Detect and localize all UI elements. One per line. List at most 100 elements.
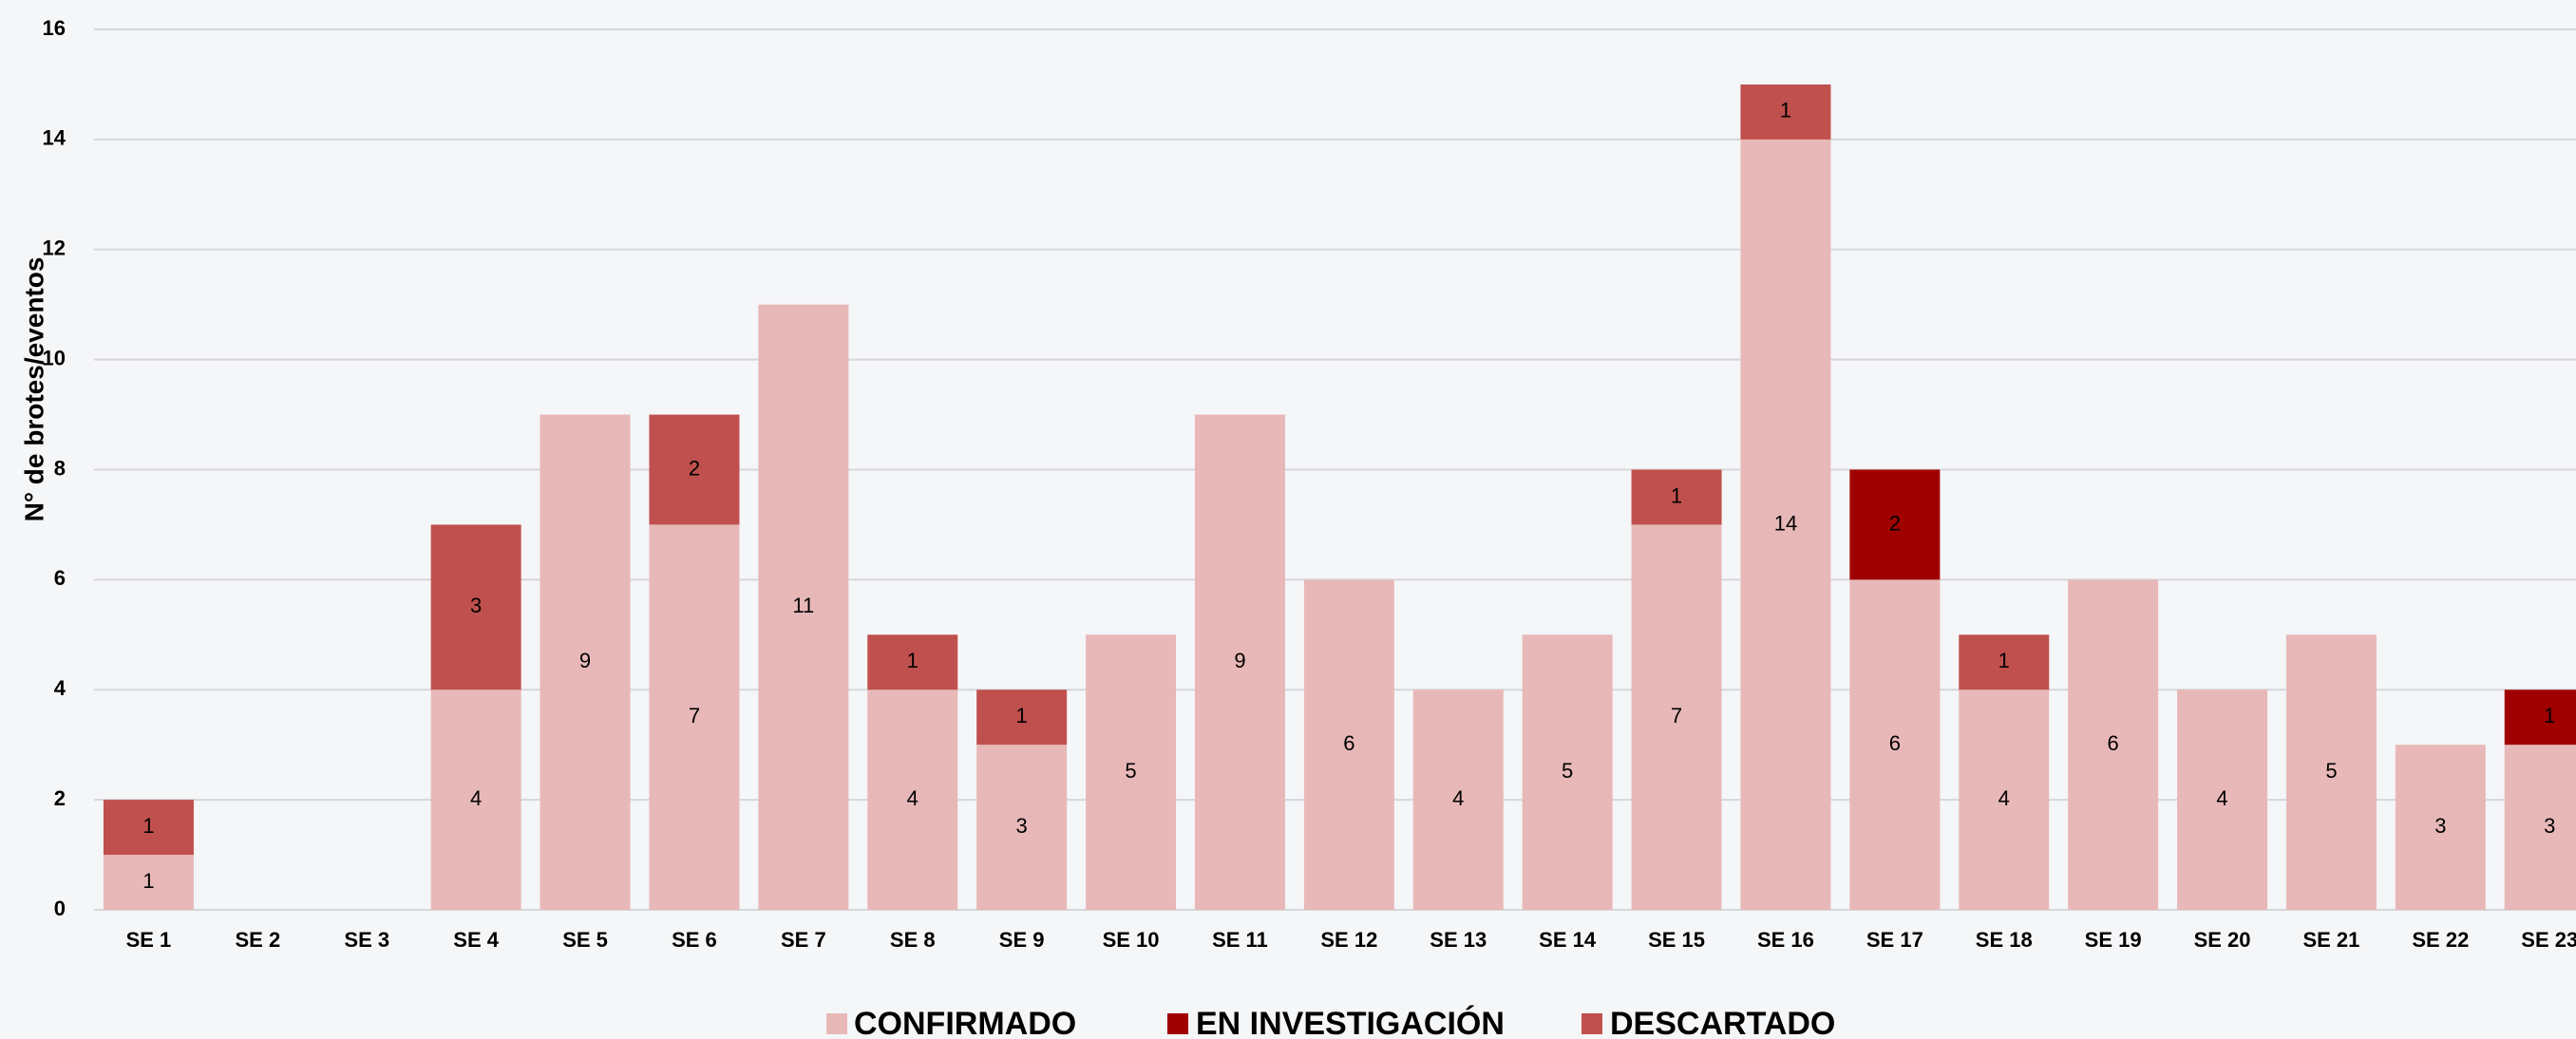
bar-segment <box>2068 579 2159 910</box>
x-tick-label: SE 23 <box>2521 928 2576 952</box>
y-tick-label: 10 <box>43 346 66 369</box>
x-tick-label: SE 18 <box>1976 928 2033 952</box>
bar-segment <box>758 304 849 910</box>
bar-segment <box>430 524 521 690</box>
x-tick-label: SE 17 <box>1866 928 1923 952</box>
y-tick-label: 6 <box>54 566 66 590</box>
bar-segment <box>1631 469 1722 525</box>
bar-segment <box>1086 634 1177 910</box>
data-label: 1 <box>142 814 154 838</box>
bar-segment <box>2177 690 2268 910</box>
bar-segment <box>976 690 1068 746</box>
y-tick-label: 12 <box>43 236 66 260</box>
data-label: 6 <box>1343 731 1354 755</box>
x-tick-label: SE 13 <box>1430 928 1487 952</box>
y-tick-label: 14 <box>43 126 66 150</box>
bar-segment <box>540 414 631 910</box>
bar-segment <box>2504 745 2576 910</box>
y-tick-label: 0 <box>54 897 66 920</box>
bar-segment <box>430 690 521 910</box>
data-label: 1 <box>2544 704 2555 727</box>
x-tick-label: SE 1 <box>126 928 172 952</box>
data-label: 3 <box>2544 814 2555 838</box>
data-label: 3 <box>470 594 482 617</box>
data-label: 5 <box>1125 759 1136 783</box>
data-label: 7 <box>1671 704 1682 727</box>
data-label: 1 <box>1998 649 2010 672</box>
x-tick-label: SE 15 <box>1648 928 1705 952</box>
data-label: 4 <box>907 786 919 810</box>
bar-segment <box>1849 579 1941 910</box>
bar-segment <box>976 745 1068 910</box>
x-tick-label: SE 22 <box>2412 928 2469 952</box>
data-label: 14 <box>1774 511 1797 535</box>
bar-segment <box>1849 469 1941 580</box>
y-tick-label: 16 <box>43 16 66 40</box>
data-label: 6 <box>2108 731 2119 755</box>
bar-segment <box>1522 634 1613 910</box>
legend-label: CONFIRMADO <box>854 1006 1076 1039</box>
x-tick-label: SE 19 <box>2085 928 2142 952</box>
data-label: 9 <box>579 649 591 672</box>
data-label: 2 <box>1889 511 1901 535</box>
bar-segment <box>867 634 958 690</box>
bar-segment <box>649 414 740 525</box>
x-tick-label: SE 10 <box>1103 928 1160 952</box>
bar-segment <box>1631 524 1722 910</box>
y-tick-label: 8 <box>54 456 66 480</box>
bar-segment <box>103 855 194 910</box>
bar-segment <box>1959 690 2050 910</box>
legend-swatch <box>826 1013 847 1034</box>
data-label: 7 <box>689 704 700 727</box>
bar-segment <box>1740 139 1831 910</box>
bar-segment <box>2504 690 2576 746</box>
y-axis-label: N° de brotes/eventos <box>19 257 48 522</box>
legend-swatch <box>1582 1013 1602 1034</box>
data-label: 4 <box>470 786 482 810</box>
bar-segment <box>867 690 958 910</box>
data-label: 1 <box>1671 483 1682 507</box>
data-label: 1 <box>1016 704 1028 727</box>
data-label: 1 <box>1780 99 1791 123</box>
legend-label: DESCARTADO <box>1610 1006 1835 1039</box>
x-tick-label: SE 4 <box>453 928 499 952</box>
y-tick-label: 4 <box>54 676 66 700</box>
bar-segment <box>1740 84 1831 140</box>
data-label: 9 <box>1234 649 1245 672</box>
data-label: 3 <box>2434 814 2446 838</box>
x-tick-label: SE 9 <box>999 928 1045 952</box>
x-tick-label: SE 14 <box>1539 928 1597 952</box>
x-tick-label: SE 16 <box>1757 928 1814 952</box>
x-tick-label: SE 20 <box>2194 928 2251 952</box>
x-tick-label: SE 6 <box>672 928 717 952</box>
bar-segment <box>2395 745 2486 910</box>
bar-segment <box>1303 579 1394 910</box>
x-tick-label: SE 7 <box>781 928 826 952</box>
x-tick-label: SE 12 <box>1320 928 1377 952</box>
x-tick-label: SE 3 <box>344 928 389 952</box>
bar-segment <box>1412 690 1504 910</box>
bar-segment <box>1194 414 1285 910</box>
data-label: 6 <box>1889 731 1901 755</box>
data-label: 2 <box>689 456 700 480</box>
x-tick-label: SE 11 <box>1212 928 1268 952</box>
bar-segment <box>1959 634 2050 690</box>
x-tick-label: SE 8 <box>890 928 936 952</box>
bar-segment <box>649 524 740 910</box>
data-label: 3 <box>1016 814 1028 838</box>
bar-segment <box>2285 634 2377 910</box>
legend-swatch <box>1167 1013 1188 1034</box>
data-label: 4 <box>1998 786 2010 810</box>
data-label: 11 <box>792 594 814 617</box>
data-label: 1 <box>142 869 154 893</box>
data-label: 4 <box>2216 786 2227 810</box>
data-label: 5 <box>1562 759 1573 783</box>
bar-segment <box>103 800 194 856</box>
y-tick-label: 2 <box>54 786 66 810</box>
x-tick-label: SE 5 <box>562 928 608 952</box>
data-label: 4 <box>1452 786 1464 810</box>
data-label: 1 <box>907 649 919 672</box>
data-label: 5 <box>2325 759 2337 783</box>
x-tick-label: SE 2 <box>235 928 280 952</box>
